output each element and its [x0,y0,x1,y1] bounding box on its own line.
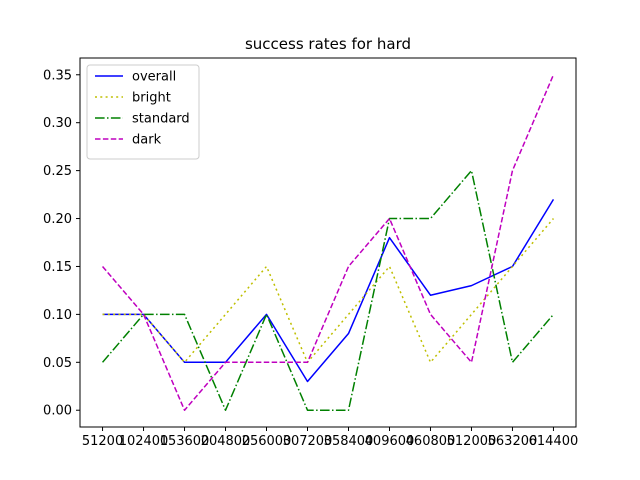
x-tick-label: 512000 [447,434,497,449]
legend-label-overall: overall [132,70,176,85]
x-tick-label: 51200 [82,434,123,449]
x-tick-label: 460800 [406,434,456,449]
series-line-standard [101,169,555,411]
y-tick-label: 0.20 [43,212,72,227]
x-tick-label: 409600 [365,434,415,449]
series-line-overall [102,198,555,383]
x-tick-label: 307200 [283,434,333,449]
series-layer [101,74,555,411]
legend-box [86,64,200,160]
x-tick-label: 204800 [201,434,251,449]
x-tick-label: 256000 [242,434,292,449]
x-tick-label: 358400 [324,434,374,449]
series-line-bright [102,218,555,364]
y-tick-label: 0.05 [43,356,72,371]
chart-title: success rates for hard [245,35,411,53]
x-tick-label: 563200 [488,434,538,449]
y-tick-label: 0.10 [43,308,72,323]
y-tick-label: 0.25 [43,164,72,179]
y-tick-label: 0.30 [43,116,72,131]
legend-label-standard: standard [132,112,190,127]
x-tick-label: 614400 [529,434,579,449]
series-line-dark [101,74,555,411]
y-tick-label: 0.35 [43,68,72,83]
y-tick-label: 0.15 [43,260,72,275]
y-axis: 0.00 0.05 0.10 0.15 0.20 0.25 0.30 0.35 [43,68,80,419]
plot-area-frame [79,57,577,428]
legend: overall bright standard dark [86,64,200,160]
x-tick-label: 102400 [119,434,169,449]
y-tick-label: 0.00 [43,404,72,419]
x-axis: 5120010240015360020480025600030720035840… [82,427,578,449]
x-tick-label: 153600 [160,434,210,449]
legend-label-bright: bright [132,91,171,106]
legend-label-dark: dark [132,133,162,148]
